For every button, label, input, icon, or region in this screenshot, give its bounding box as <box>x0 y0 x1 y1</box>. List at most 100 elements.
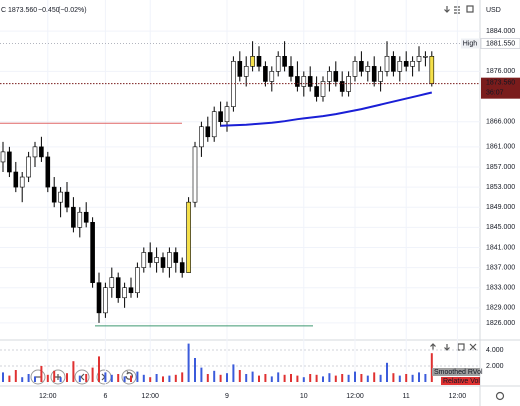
candle-body <box>391 56 396 72</box>
volume-bar <box>341 374 344 382</box>
volume-bar <box>187 343 190 382</box>
x-tick-label: 12:00 <box>449 393 467 400</box>
candle-body <box>256 56 262 67</box>
volume-bar <box>290 374 292 382</box>
volume-bar <box>430 353 433 382</box>
candle-body <box>269 71 275 82</box>
candle-body <box>365 66 371 72</box>
candle-body <box>307 76 313 87</box>
volume-bar <box>302 377 305 382</box>
volume-bar <box>181 372 184 382</box>
candle-body <box>147 252 153 263</box>
volume-bar <box>296 375 299 382</box>
candle-body <box>403 61 409 67</box>
candle-body <box>288 66 294 77</box>
icon-down[interactable] <box>444 6 450 13</box>
volume-bar <box>334 375 337 382</box>
candle-body <box>224 106 230 122</box>
icon-up[interactable] <box>430 343 436 350</box>
candle-body <box>64 191 70 208</box>
y-tick-label: 1829.000 <box>486 305 515 312</box>
candle-body <box>173 252 179 263</box>
high-label: 1881.550 <box>486 40 515 47</box>
candle-body <box>429 56 435 84</box>
volume-bar <box>27 374 30 382</box>
volume-bar <box>72 361 75 382</box>
y-tick-label: 1884.000 <box>486 28 515 35</box>
legend-box <box>432 368 480 376</box>
settings[interactable] <box>495 391 505 401</box>
volume-bar <box>283 374 286 382</box>
candle-body <box>327 71 332 82</box>
volume-bar <box>104 372 107 382</box>
candle-body <box>186 201 191 273</box>
volume-bar <box>2 372 4 382</box>
volume-bar <box>251 371 254 382</box>
volume-bar <box>168 375 171 382</box>
candle-body <box>135 267 140 294</box>
candle-body <box>205 126 211 138</box>
candle-body <box>103 287 108 314</box>
candle-body <box>19 176 25 188</box>
x-tick-label: 12:00 <box>141 393 159 400</box>
x-tick-label: 12:00 <box>346 393 364 400</box>
icon-close[interactable] <box>469 343 477 351</box>
volume-bar <box>78 375 81 382</box>
volume-bar <box>149 377 152 382</box>
icon-down[interactable] <box>444 344 450 351</box>
volume-bar <box>366 375 369 382</box>
volume-bar <box>392 373 395 382</box>
x-tick-label: 9 <box>225 393 229 400</box>
volume-bar <box>398 375 401 382</box>
last-countdown: 36:07 <box>486 90 504 97</box>
legend-label: Smoothed RVol <box>434 369 483 376</box>
x-tick-label: 10 <box>300 393 308 400</box>
candle-body <box>352 61 358 77</box>
icon-settings[interactable] <box>495 391 505 401</box>
candle-body <box>45 156 51 188</box>
candle-body <box>397 61 403 72</box>
high-name: High <box>463 40 478 47</box>
y-tick-label: 1849.000 <box>486 204 515 211</box>
candle-body <box>71 206 76 228</box>
volume-bar <box>53 370 56 382</box>
high-name-box <box>461 38 480 49</box>
volume-bar <box>46 374 49 382</box>
candle-body <box>243 66 249 77</box>
candle-body <box>218 111 223 122</box>
currency[interactable]: USD <box>486 7 501 14</box>
volume-bar <box>213 370 216 382</box>
candle-body <box>301 76 307 87</box>
volume-bar <box>379 374 382 382</box>
candle-body <box>77 211 83 228</box>
volume-bar <box>110 374 113 382</box>
header-change: −0.450 <box>38 7 60 14</box>
volume-bar <box>270 376 273 382</box>
candle-body <box>13 171 19 188</box>
volume-bar <box>123 376 126 382</box>
x-tick-label: 11 <box>403 393 410 400</box>
candle-body <box>39 146 44 158</box>
icon-maximize[interactable] <box>466 5 474 13</box>
volume-bar <box>386 362 388 382</box>
volume-bar <box>424 374 427 382</box>
candle-body <box>423 56 428 58</box>
candle-body <box>122 287 127 299</box>
candle-body <box>237 61 243 77</box>
volume-bar <box>117 374 120 382</box>
candle-body <box>199 126 204 148</box>
volume-bar <box>232 364 235 382</box>
candle-body <box>115 277 121 299</box>
x-tick-label: 6 <box>103 393 107 400</box>
candle-body <box>160 257 166 268</box>
candle-body <box>295 76 300 87</box>
legend-label: Relative Vol <box>443 378 480 385</box>
candle-body <box>275 56 281 72</box>
candle-body <box>58 191 63 203</box>
candle-body <box>378 71 383 82</box>
volume-bar <box>322 376 324 382</box>
volume-bar <box>194 358 196 382</box>
volume-bar <box>258 375 260 382</box>
volume-bar <box>411 374 414 382</box>
